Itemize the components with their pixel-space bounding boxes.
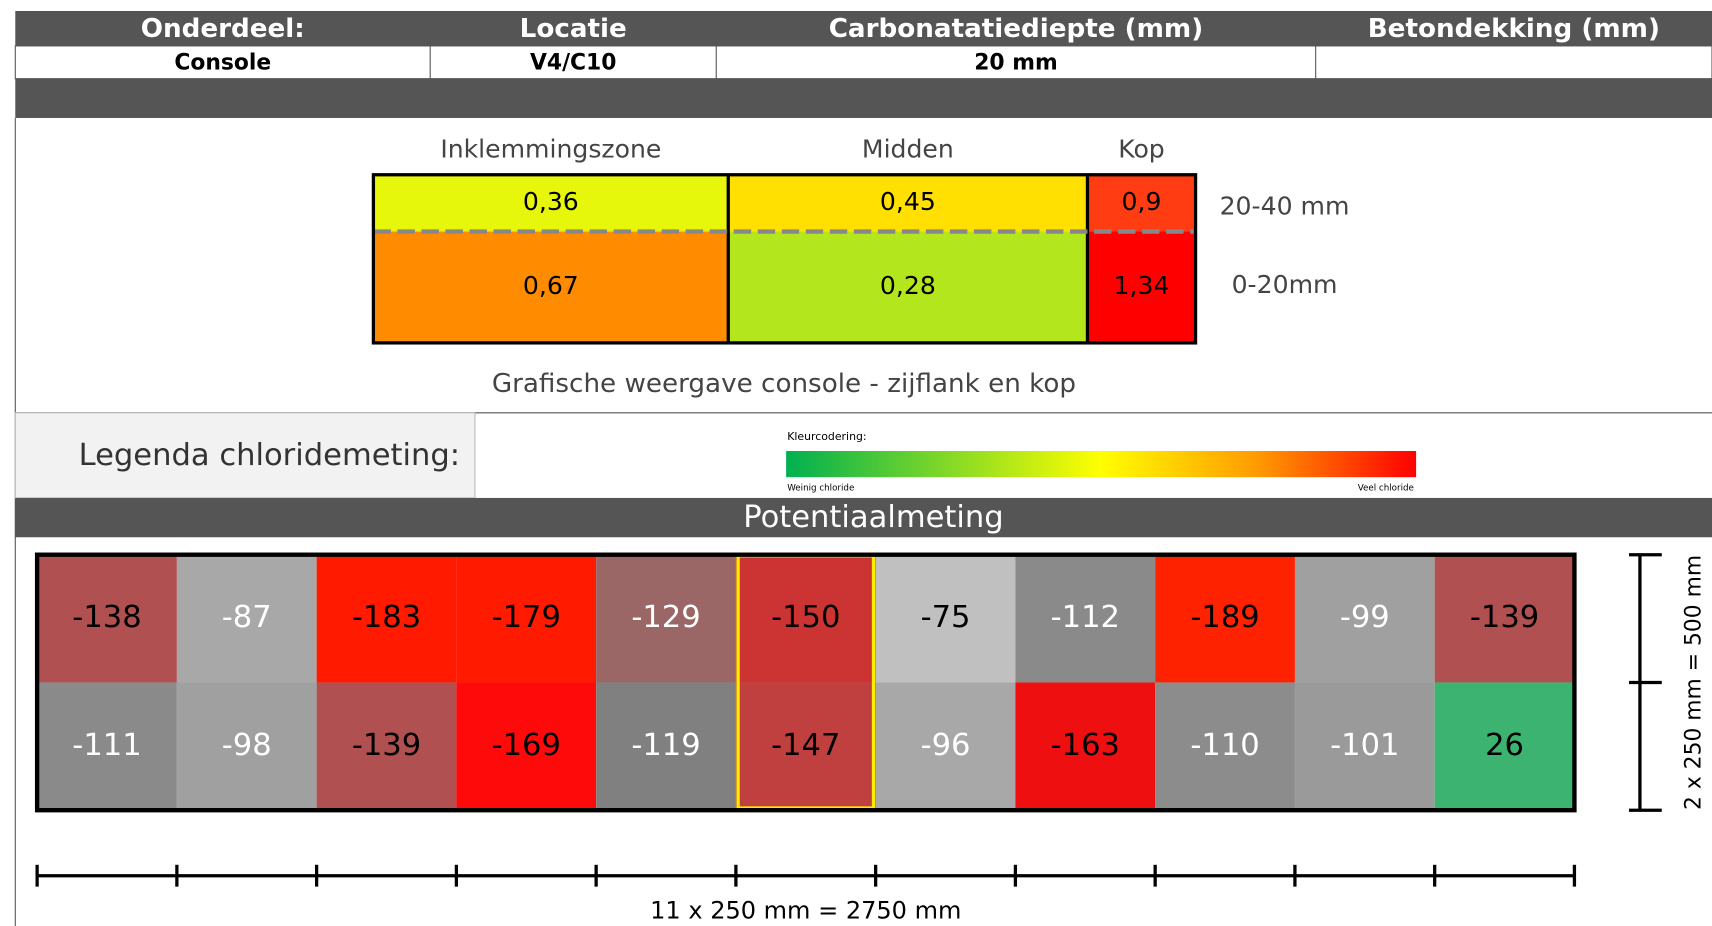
chloride-value: 1,34 (1114, 271, 1170, 300)
chloride-cell (728, 174, 1088, 232)
potential-value: -96 (921, 728, 971, 763)
potential-value: -150 (771, 600, 840, 635)
potential-value: -75 (921, 600, 971, 635)
chloride-frame (371, 173, 1198, 345)
potential-cell (1294, 554, 1435, 683)
chloride-caption: Grafische weergave console - zijflank en… (492, 369, 1076, 399)
row-cell: 20 mm (974, 50, 1057, 75)
header-cell: Carbonatatiediepte (mm) (829, 14, 1203, 44)
header-bar (15, 10, 1712, 46)
chloride-cell (373, 174, 729, 232)
chloride-cell (373, 231, 729, 343)
potential-value: -163 (1051, 728, 1120, 763)
potential-cell (596, 682, 736, 811)
potential-title: Potentiaalmeting (743, 500, 1003, 535)
potential-value: -139 (352, 728, 421, 763)
header-cell: Onderdeel: (141, 14, 305, 44)
potential-value: -119 (631, 728, 700, 763)
potential-cell (1155, 682, 1295, 811)
potential-frame (34, 552, 1577, 813)
potential-cell (316, 682, 457, 811)
potential-cell (596, 554, 736, 683)
chloride-value: 0,45 (880, 187, 936, 216)
potential-value: -101 (1330, 728, 1399, 763)
potential-value: -87 (222, 600, 272, 635)
potential-value: -129 (631, 600, 700, 635)
chloride-value: 0,36 (523, 187, 579, 216)
potential-cell (176, 682, 317, 811)
potential-cell (456, 682, 597, 811)
potential-value: -179 (492, 600, 561, 635)
legend-label: Legenda chloridemeting: (79, 438, 460, 473)
potential-cell (735, 554, 876, 683)
width-label: 11 x 250 mm = 2750 mm (650, 897, 961, 925)
potential-value: -112 (1051, 600, 1120, 635)
separator-bar (15, 78, 1712, 118)
potential-cell (1155, 554, 1295, 683)
header-cell: Locatie (520, 14, 627, 44)
potential-value: 26 (1485, 728, 1524, 763)
depth-label: 20-40 mm (1220, 192, 1350, 221)
potential-cell (456, 554, 597, 683)
potential-value: -138 (72, 600, 141, 635)
potential-cell (37, 682, 177, 811)
row-cell: Console (174, 50, 271, 75)
depth-label: 0-20mm (1232, 270, 1338, 299)
legend-title: Kleurcodering: (787, 430, 866, 443)
legend-gradient (786, 450, 1417, 478)
legend-high: Veel chloride (1358, 484, 1414, 494)
height-label: 2 x 250 mm = 500 mm (1682, 555, 1707, 810)
potential-cell (1015, 682, 1156, 811)
potential-value: -111 (72, 728, 141, 763)
potential-cell (316, 554, 457, 683)
potential-value: -99 (1340, 600, 1390, 635)
potential-value: -189 (1190, 600, 1259, 635)
potential-cell (735, 682, 876, 811)
potential-value: -139 (1470, 600, 1539, 635)
potential-value: -147 (771, 728, 840, 763)
header-row (14, 45, 1712, 80)
potential-value: -98 (222, 728, 272, 763)
potential-cell (176, 554, 317, 683)
row-cell: V4/C10 (530, 50, 616, 75)
potential-value: -169 (492, 728, 561, 763)
zone-label: Midden (862, 135, 954, 164)
chloride-cell (1087, 231, 1196, 343)
chloride-value: 0,9 (1122, 187, 1162, 216)
zone-label: Kop (1118, 135, 1165, 164)
potential-cell (37, 554, 177, 683)
chloride-cell (1087, 174, 1196, 232)
potential-cell (1434, 554, 1575, 683)
potential-cell (875, 682, 1016, 811)
potential-cell (1434, 682, 1575, 811)
chloride-cell (728, 231, 1088, 343)
legend-low: Weinig chloride (787, 484, 854, 494)
potential-cell (1015, 554, 1156, 683)
legend-cell (14, 412, 476, 499)
potential-value: -183 (352, 600, 421, 635)
potential-bar (15, 497, 1712, 538)
potential-cell (1294, 682, 1435, 811)
chloride-value: 0,67 (523, 271, 579, 300)
chloride-value: 0,28 (880, 271, 936, 300)
header-cell: Betondekking (mm) (1368, 14, 1660, 44)
potential-cell (875, 554, 1016, 683)
zone-label: Inklemmingszone (440, 135, 661, 164)
potential-value: -110 (1190, 728, 1259, 763)
